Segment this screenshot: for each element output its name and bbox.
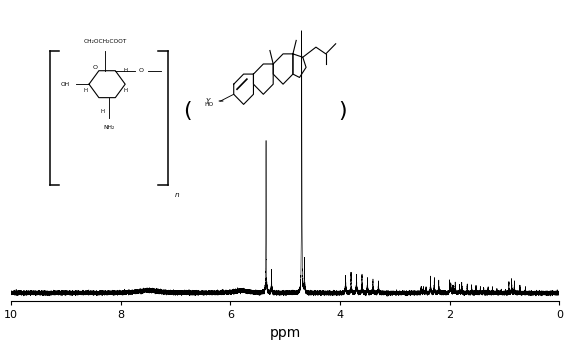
- X-axis label: ppm: ppm: [270, 326, 301, 340]
